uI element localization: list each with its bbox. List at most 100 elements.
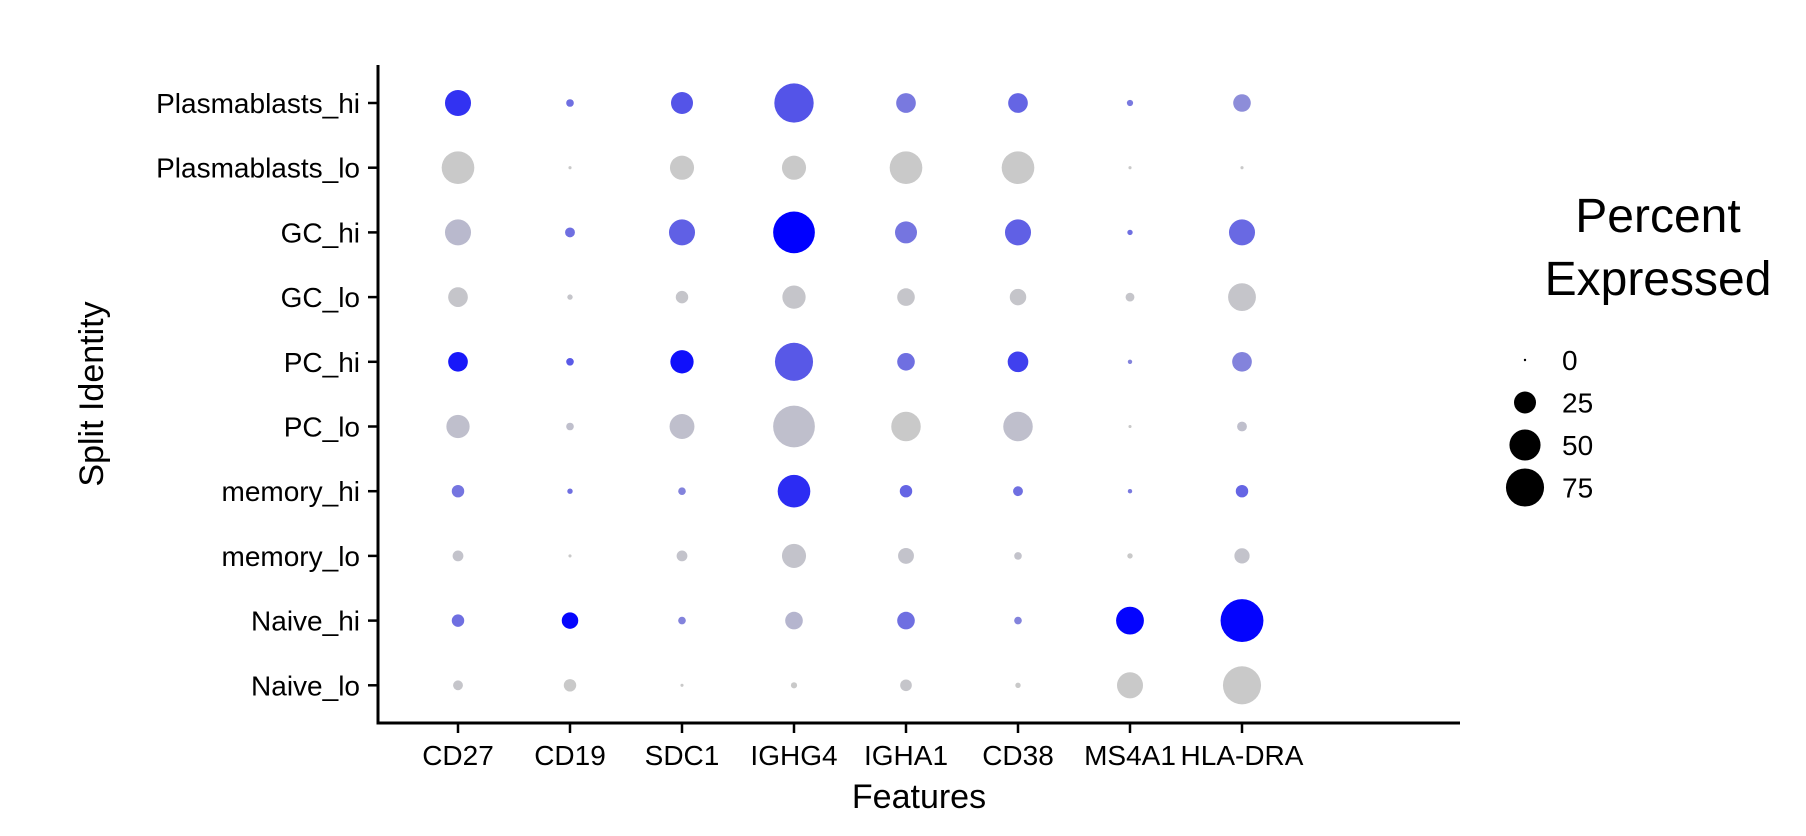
dot-Naive_hi-HLA-DRA [1220,599,1264,643]
dot-PC_lo-IGHG4 [773,405,815,448]
dot-Plasmablasts_lo-CD27 [441,151,475,185]
dot-memory_hi-IGHA1 [899,484,913,498]
dot-Naive_lo-MS4A1 [1116,672,1144,699]
dot-memory_lo-IGHG4 [781,543,807,568]
dot-Naive_lo-CD19 [563,679,577,692]
x-tick-label: SDC1 [645,740,720,771]
dot-PC_lo-SDC1 [669,414,695,439]
x-tick-label: IGHG4 [750,740,837,771]
x-axis-title: Features [852,778,986,816]
dot-Plasmablasts_lo-MS4A1 [1128,166,1132,170]
dot-Plasmablasts_hi-SDC1 [671,92,693,114]
y-tick-label: Naive_lo [251,670,360,701]
legend-dot [1523,358,1527,362]
dot-memory_lo-HLA-DRA [1234,548,1250,564]
dot-memory_hi-CD27 [451,484,465,498]
dot-Naive_lo-CD38 [1015,682,1021,688]
dot-memory_lo-CD27 [452,550,464,562]
dot-Plasmablasts_lo-CD38 [1001,151,1035,185]
dot-GC_hi-HLA-DRA [1228,219,1256,246]
legend-dot [1509,429,1541,461]
dot-PC_lo-CD38 [1003,411,1033,442]
dot-Plasmablasts_lo-CD19 [568,166,572,170]
dot-GC_hi-IGHG4 [773,211,815,254]
dot-PC_lo-IGHA1 [891,411,921,442]
dot-GC_hi-CD19 [565,227,575,238]
dot-Plasmablasts_hi-IGHG4 [774,83,814,123]
y-axis-title: Split Identity [73,301,111,486]
dot-Naive_hi-CD19 [561,612,579,629]
dot-Plasmablasts_hi-CD27 [444,89,472,117]
legend-label: 50 [1562,430,1593,461]
dot-PC_hi-MS4A1 [1127,359,1133,364]
dot-Naive_hi-SDC1 [678,616,686,625]
dot-GC_lo-HLA-DRA [1228,283,1256,312]
dot-Naive_lo-HLA-DRA [1222,666,1262,705]
dot-memory_lo-SDC1 [676,550,688,562]
legend-label: 0 [1562,345,1578,376]
y-tick-label: memory_lo [222,541,360,572]
dot-GC_hi-IGHA1 [895,221,917,244]
dot-PC_hi-IGHA1 [897,353,915,371]
dot-GC_hi-CD38 [1004,219,1032,246]
dot-PC_hi-IGHG4 [774,342,814,381]
y-tick-label: Plasmablasts_hi [156,88,360,119]
dot-GC_hi-MS4A1 [1127,229,1133,236]
dot-memory_hi-CD38 [1013,486,1023,497]
dot-PC_lo-HLA-DRA [1237,421,1247,432]
dot-Plasmablasts_lo-IGHA1 [889,151,923,185]
dot-PC_lo-CD19 [566,422,574,431]
dot-memory_lo-CD38 [1014,552,1022,560]
dot-memory_hi-IGHG4 [777,474,811,508]
x-tick-label: HLA-DRA [1181,740,1304,771]
dot-PC_lo-CD27 [446,414,470,439]
x-tick-label: CD27 [422,740,494,771]
dot-Plasmablasts_hi-CD38 [1008,93,1028,113]
y-tick-label: PC_lo [284,412,360,443]
dot-Naive_hi-IGHG4 [785,611,803,630]
legend-label: 75 [1562,473,1593,504]
dot-Plasmablasts_lo-SDC1 [669,155,695,180]
dot-GC_lo-CD19 [567,294,573,300]
dot-memory_hi-MS4A1 [1127,489,1133,494]
dot-PC_hi-CD38 [1007,351,1029,373]
dot-memory_lo-CD19 [568,554,572,558]
legend-title-line: Percent [1575,190,1740,243]
dot-memory_lo-MS4A1 [1127,553,1133,559]
y-tick-label: Plasmablasts_lo [156,153,360,184]
dot-Plasmablasts_hi-HLA-DRA [1233,94,1251,112]
dot-Naive_hi-MS4A1 [1116,606,1144,635]
x-tick-label: IGHA1 [864,740,948,771]
dot-memory_lo-IGHA1 [898,547,914,564]
y-tick-label: GC_lo [281,282,360,313]
dot-memory_hi-SDC1 [678,487,686,496]
dot-GC_lo-MS4A1 [1125,292,1135,302]
x-tick-label: CD19 [534,740,606,771]
y-tick-label: Naive_hi [251,606,360,637]
dot-GC_lo-IGHA1 [897,288,915,306]
dot-PC_hi-HLA-DRA [1232,351,1252,372]
legend-dot [1514,391,1536,414]
x-tick-label: CD38 [982,740,1054,771]
dot-Plasmablasts_lo-IGHG4 [781,155,807,180]
dot-GC_lo-CD38 [1009,288,1027,306]
dot-PC_hi-CD27 [448,351,468,372]
dot-Naive_hi-IGHA1 [897,611,915,630]
dot-memory_hi-CD19 [567,488,573,494]
dot-GC_hi-CD27 [444,219,472,246]
dot-Naive_hi-CD38 [1014,616,1022,625]
x-tick-label: MS4A1 [1084,740,1176,771]
dot-Naive_lo-SDC1 [680,683,684,687]
dot-PC_hi-CD19 [566,357,574,366]
legend-dot [1505,468,1545,507]
dot-GC_lo-SDC1 [675,290,689,304]
y-tick-label: GC_hi [281,217,360,248]
dot-PC_hi-SDC1 [670,350,694,374]
dot-Plasmablasts_hi-MS4A1 [1126,99,1134,107]
dot-GC_lo-CD27 [448,287,468,307]
dot-memory_hi-HLA-DRA [1235,484,1249,498]
dot-Naive_hi-CD27 [451,614,465,627]
y-tick-label: memory_hi [222,476,360,507]
